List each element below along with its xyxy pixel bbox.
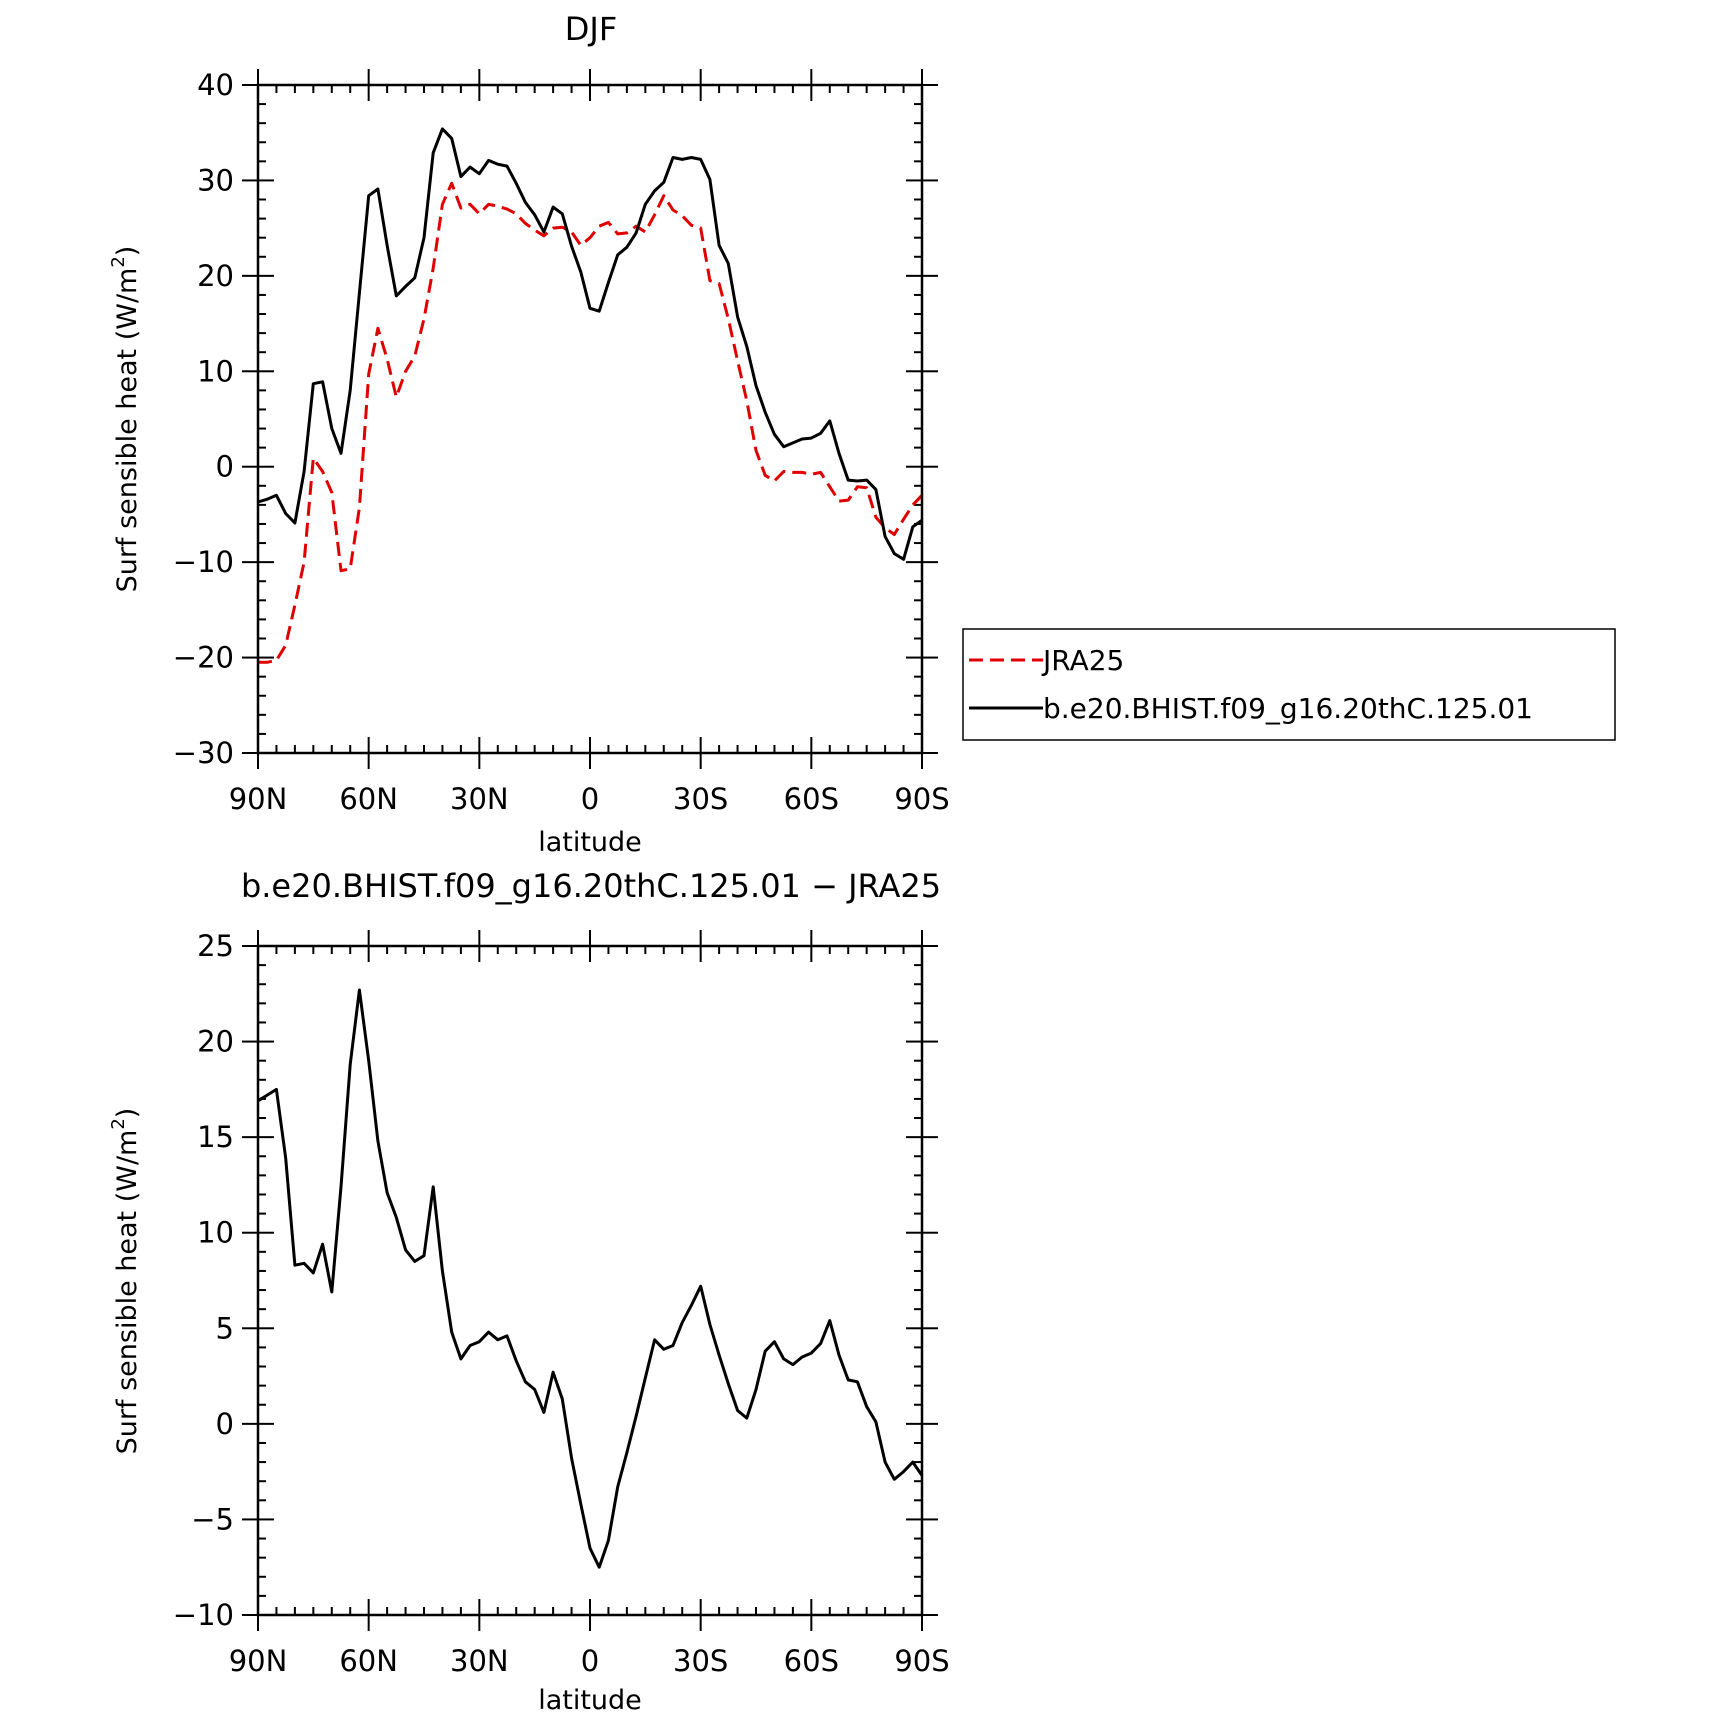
- top-y-tick-label: 40: [197, 68, 234, 102]
- top-y-tick-labels: −30 −20 −10 0 10 20 30 40: [173, 68, 234, 770]
- top-chart-title: DJF: [565, 10, 617, 48]
- legend-jra25-label: JRA25: [1041, 644, 1124, 677]
- bottom-y-axis-label-main: Surf sensible heat (W/m: [112, 1130, 143, 1455]
- bot-y-tick-label: 15: [197, 1120, 234, 1154]
- bot-y-tick-label: −5: [191, 1502, 234, 1536]
- top-x-tick-label: 30N: [450, 782, 509, 816]
- bot-x-tick-label: 30S: [673, 1644, 728, 1678]
- top-axis-ticks: [242, 69, 938, 769]
- top-y-tick-label: 30: [197, 163, 234, 197]
- bot-x-tick-label: 60N: [339, 1644, 398, 1678]
- top-x-tick-label: 0: [581, 782, 599, 816]
- legend-model-label: b.e20.BHIST.f09_g16.20thC.125.01: [1043, 692, 1533, 725]
- bot-y-tick-label: 10: [197, 1216, 234, 1250]
- top-y-axis-label-sup: 2: [108, 256, 129, 267]
- top-x-tick-labels: 90N 60N 30N 0 30S 60S 90S: [229, 782, 950, 816]
- top-y-tick-label: −30: [173, 736, 234, 770]
- top-x-axis-label: latitude: [538, 827, 642, 858]
- bot-y-tick-label: −10: [173, 1598, 234, 1632]
- bottom-plot-frame: [256, 944, 924, 1617]
- top-y-axis-label-main: Surf sensible heat (W/m: [112, 268, 143, 593]
- bottom-y-axis-label-sup: 2: [108, 1118, 129, 1129]
- top-y-tick-label: 0: [216, 450, 234, 484]
- top-series-group: [257, 127, 924, 664]
- bottom-y-axis-label: Surf sensible heat (W/m2): [108, 1108, 143, 1455]
- bot-y-tick-label: 25: [197, 929, 234, 963]
- legend-box: [962, 628, 1616, 741]
- bottom-x-axis-label: latitude: [538, 1685, 642, 1712]
- top-x-tick-label: 90N: [229, 782, 288, 816]
- top-y-tick-label: 20: [197, 259, 234, 293]
- top-y-axis-label: Surf sensible heat (W/m2): [108, 246, 143, 593]
- bottom-panel: b.e20.BHIST.f09_g16.20thC.125.01 − JRA25…: [108, 867, 950, 1712]
- bot-x-tick-label: 30N: [450, 1644, 509, 1678]
- bottom-x-tick-labels: 90N 60N 30N 0 30S 60S 90S: [229, 1644, 950, 1678]
- top-x-tick-label: 30S: [673, 782, 728, 816]
- top-y-tick-label: −10: [173, 545, 234, 579]
- bottom-series-group: [257, 988, 924, 1569]
- top-plot-frame: [256, 83, 924, 755]
- bot-x-tick-label: 90N: [229, 1644, 288, 1678]
- bot-y-tick-label: 5: [216, 1311, 234, 1345]
- bot-x-tick-label: 0: [581, 1644, 599, 1678]
- top-series-line-model: [257, 127, 923, 561]
- bottom-y-axis-label-close: ): [112, 1108, 143, 1119]
- bot-y-tick-label: 20: [197, 1025, 234, 1059]
- bottom-chart-title: b.e20.BHIST.f09_g16.20thC.125.01 − JRA25: [241, 867, 941, 905]
- top-y-axis-label-close: ): [112, 246, 143, 257]
- bot-x-tick-label: 90S: [894, 1644, 949, 1678]
- top-x-tick-label: 60N: [339, 782, 398, 816]
- top-x-tick-label: 60S: [784, 782, 839, 816]
- top-series-line-jra25: [258, 181, 924, 664]
- top-y-tick-label: 10: [197, 354, 234, 388]
- top-y-tick-label: −20: [173, 641, 234, 675]
- bot-y-tick-label: 0: [216, 1407, 234, 1441]
- bot-x-tick-label: 60S: [784, 1644, 839, 1678]
- bottom-axis-ticks: [242, 930, 938, 1631]
- bottom-y-tick-labels: −10 −5 0 5 10 15 20 25: [173, 929, 234, 1632]
- bot-series-line-model: [257, 988, 924, 1569]
- top-x-tick-label: 90S: [894, 782, 949, 816]
- legend: JRA25 b.e20.BHIST.f09_g16.20thC.125.01: [962, 628, 1616, 741]
